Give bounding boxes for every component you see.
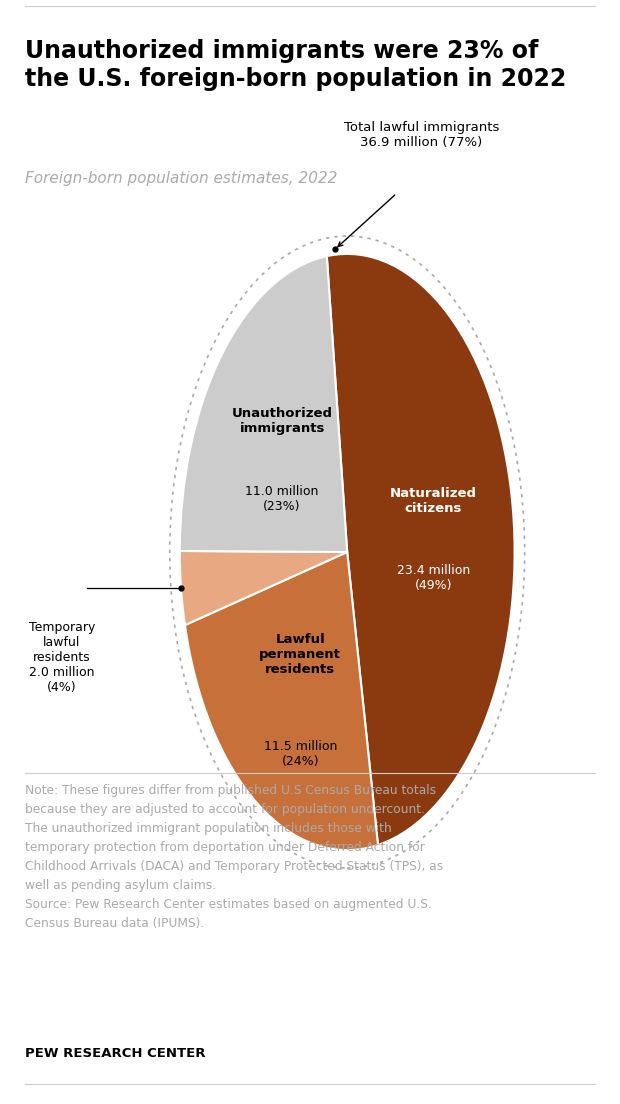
Wedge shape — [180, 551, 347, 625]
Text: Temporary
lawful
residents
2.0 million
(4%): Temporary lawful residents 2.0 million (… — [29, 622, 95, 694]
Text: 11.5 million
(24%): 11.5 million (24%) — [264, 741, 337, 768]
Text: Total lawful immigrants
36.9 million (77%): Total lawful immigrants 36.9 million (77… — [344, 121, 499, 149]
Text: 11.0 million
(23%): 11.0 million (23%) — [246, 485, 319, 512]
Wedge shape — [180, 256, 347, 552]
Text: Note: These figures differ from published U.S Census Bureau totals
because they : Note: These figures differ from publishe… — [25, 784, 443, 930]
Text: Unauthorized
immigrants: Unauthorized immigrants — [232, 407, 332, 435]
Wedge shape — [185, 552, 378, 850]
Text: 23.4 million
(49%): 23.4 million (49%) — [397, 564, 470, 592]
Wedge shape — [327, 254, 515, 845]
Text: PEW RESEARCH CENTER: PEW RESEARCH CENTER — [25, 1047, 205, 1060]
Text: Lawful
permanent
residents: Lawful permanent residents — [259, 634, 341, 677]
Text: Unauthorized immigrants were 23% of
the U.S. foreign-born population in 2022: Unauthorized immigrants were 23% of the … — [25, 39, 566, 92]
Text: Naturalized
citizens: Naturalized citizens — [390, 487, 477, 514]
Text: Foreign-born population estimates, 2022: Foreign-born population estimates, 2022 — [25, 171, 337, 187]
